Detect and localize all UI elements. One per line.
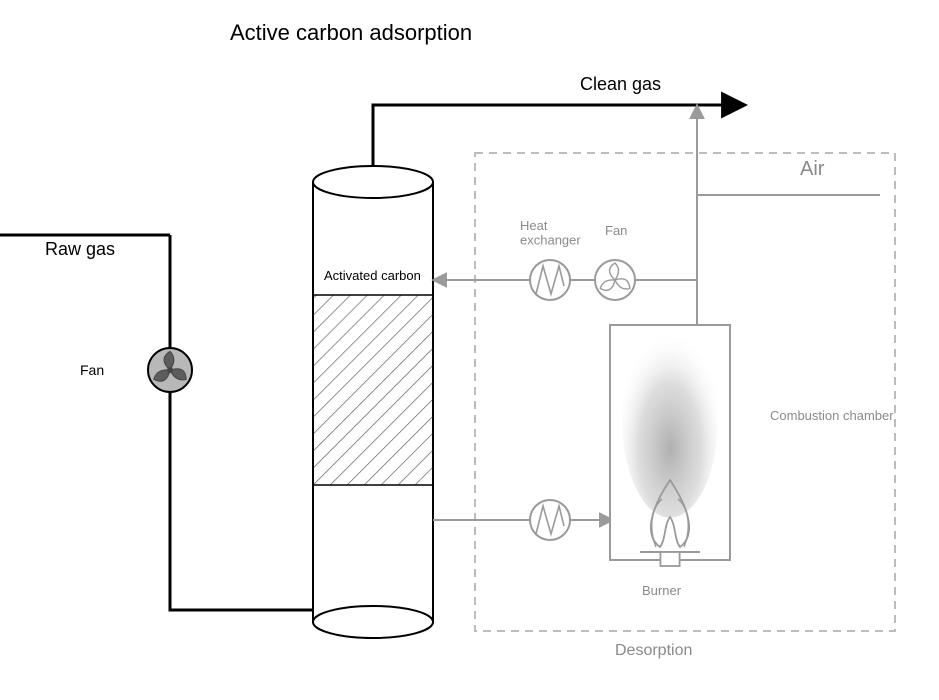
- combustion-chamber-label: Combustion chamber: [770, 408, 894, 423]
- column-top: [313, 166, 433, 198]
- fan-left-label: Fan: [80, 362, 104, 378]
- air-label: Air: [800, 158, 825, 180]
- burner-icon: [660, 552, 679, 566]
- pipe-clean-gas: [373, 105, 740, 166]
- activated-carbon-label: Activated carbon: [324, 268, 421, 283]
- pipe: [170, 392, 313, 610]
- column-bottom: [313, 606, 433, 638]
- raw-gas-label: Raw gas: [45, 239, 115, 259]
- pipe-air-inlet: [697, 195, 880, 325]
- fan-right-label: Fan: [605, 223, 627, 238]
- carbon-bed: [313, 295, 433, 485]
- clean-gas-label: Clean gas: [580, 74, 661, 94]
- heat-exchanger-label: Heatexchanger: [520, 218, 581, 247]
- title: Active carbon adsorption: [230, 20, 472, 45]
- smoke-icon: [622, 320, 718, 517]
- desorption-label: Desorption: [615, 642, 692, 659]
- burner-label: Burner: [642, 583, 682, 598]
